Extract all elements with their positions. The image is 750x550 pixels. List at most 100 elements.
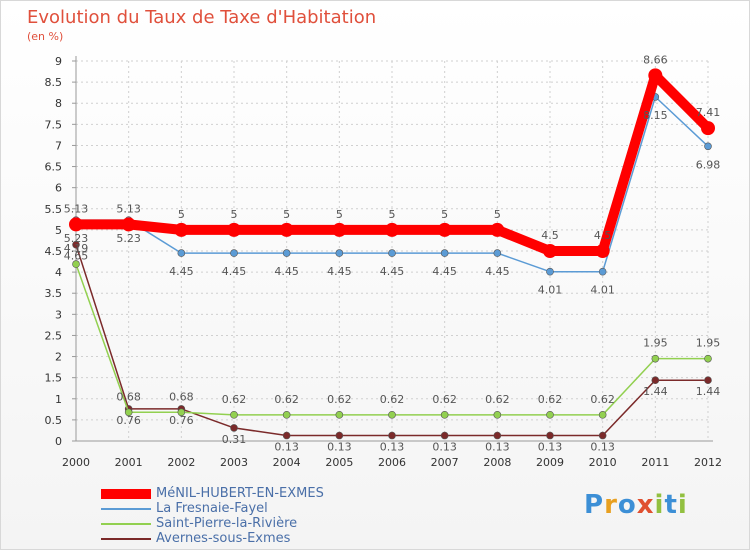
data-label: 4.45: [327, 265, 352, 278]
chart-title: Evolution du Taux de Taxe d'Habitation: [27, 7, 377, 28]
legend-label: MéNIL-HUBERT-EN-EXMES: [156, 486, 324, 501]
data-label: 1.44: [696, 385, 721, 398]
data-point: [230, 249, 238, 257]
data-label: 5: [389, 208, 396, 221]
data-point: [72, 240, 80, 249]
x-tick-label: 2011: [641, 456, 669, 469]
data-label: 0.13: [538, 441, 563, 454]
x-tick-label: 2010: [589, 456, 617, 469]
data-label: 0.76: [169, 414, 194, 427]
x-tick-label: 2004: [273, 456, 301, 469]
data-label: 0.62: [222, 393, 247, 406]
data-point: [651, 354, 660, 363]
x-tick-label: 2012: [694, 456, 722, 469]
data-point: [279, 222, 294, 237]
data-label: 5.13: [64, 202, 89, 215]
x-tick-label: 2006: [378, 456, 406, 469]
data-label: 7.41: [696, 106, 721, 119]
y-tick-label: 6.5: [45, 161, 63, 174]
y-tick-label: 9: [55, 55, 62, 68]
legend-label: Saint-Pierre-la-Rivière: [156, 516, 298, 531]
data-label: 0.62: [274, 393, 299, 406]
data-point: [177, 408, 186, 417]
x-tick-label: 2002: [167, 456, 195, 469]
data-label: 0.13: [485, 441, 510, 454]
data-label: 0.13: [590, 441, 615, 454]
data-point: [648, 68, 663, 83]
data-label: 0.13: [432, 441, 457, 454]
x-tick-label: 2001: [115, 456, 143, 469]
data-label: 8.15: [643, 109, 668, 122]
y-tick-label: 5: [55, 224, 62, 237]
data-point: [543, 244, 557, 258]
legend-item: La Fresnaie-Fayel: [101, 501, 361, 517]
data-point: [388, 249, 396, 257]
data-label: 0.13: [274, 441, 299, 454]
legend-swatch: [101, 508, 151, 510]
data-point: [546, 267, 554, 276]
data-label: 1.44: [643, 385, 668, 398]
y-tick-label: 0.5: [45, 414, 63, 427]
data-label: 1.95: [696, 337, 721, 350]
data-point: [282, 411, 291, 419]
data-point: [598, 431, 607, 440]
data-point: [651, 376, 660, 385]
data-label: 6.98: [696, 158, 721, 171]
data-point: [546, 411, 554, 419]
data-label: 5: [178, 208, 185, 221]
legend-swatch: [101, 538, 151, 540]
data-label: 0.62: [538, 393, 563, 406]
legend-item: Saint-Pierre-la-Rivière: [101, 516, 361, 532]
data-point: [177, 249, 186, 257]
data-label: 0.76: [116, 414, 141, 427]
y-tick-label: 5.5: [45, 203, 63, 216]
data-label: 4.45: [432, 265, 457, 278]
y-tick-label: 8.5: [45, 76, 63, 89]
y-tick-label: 1.5: [45, 372, 63, 385]
data-point: [701, 121, 715, 136]
data-point: [230, 411, 238, 419]
data-label: 5: [283, 208, 290, 221]
data-label: 4.01: [538, 284, 563, 297]
legend-item: MéNIL-HUBERT-EN-EXMES: [101, 486, 361, 502]
data-point: [493, 411, 502, 419]
x-tick-label: 2007: [431, 456, 459, 469]
data-point: [385, 222, 399, 237]
chart-subtitle: (en %): [27, 30, 64, 43]
legend-label: La Fresnaie-Fayel: [156, 501, 268, 516]
data-point: [335, 249, 344, 257]
data-point: [546, 431, 554, 440]
data-label: 0.13: [380, 441, 405, 454]
data-label: 0.68: [116, 390, 141, 403]
data-point: [704, 142, 712, 151]
x-tick-label: 2005: [325, 456, 353, 469]
data-label: 1.95: [643, 337, 668, 350]
y-tick-label: 6: [55, 182, 62, 195]
data-point: [440, 411, 449, 419]
data-label: 0.68: [169, 390, 194, 403]
data-label: 5: [494, 208, 501, 221]
data-label: 0.62: [432, 393, 457, 406]
data-point: [704, 376, 712, 385]
x-tick-label: 2000: [62, 456, 90, 469]
data-point: [72, 260, 80, 268]
data-point: [598, 267, 607, 276]
data-point: [335, 431, 344, 440]
legend-label: Avernes-sous-Exmes: [156, 531, 291, 546]
data-label: 0.62: [380, 393, 405, 406]
x-tick-label: 2009: [536, 456, 564, 469]
data-label: 4.19: [64, 242, 89, 255]
data-label: 5.13: [116, 202, 141, 215]
data-label: 4.01: [590, 284, 615, 297]
y-tick-label: 4.5: [45, 245, 63, 258]
data-label: 0.31: [222, 433, 247, 446]
y-tick-label: 3.5: [45, 287, 63, 300]
y-tick-label: 8: [55, 97, 62, 110]
data-label: 4.45: [169, 265, 194, 278]
data-label: 5.23: [64, 232, 89, 245]
y-tick-label: 2: [55, 351, 62, 364]
x-tick-label: 2008: [483, 456, 511, 469]
data-label: 0.62: [327, 393, 352, 406]
data-label: 4.45: [222, 265, 247, 278]
